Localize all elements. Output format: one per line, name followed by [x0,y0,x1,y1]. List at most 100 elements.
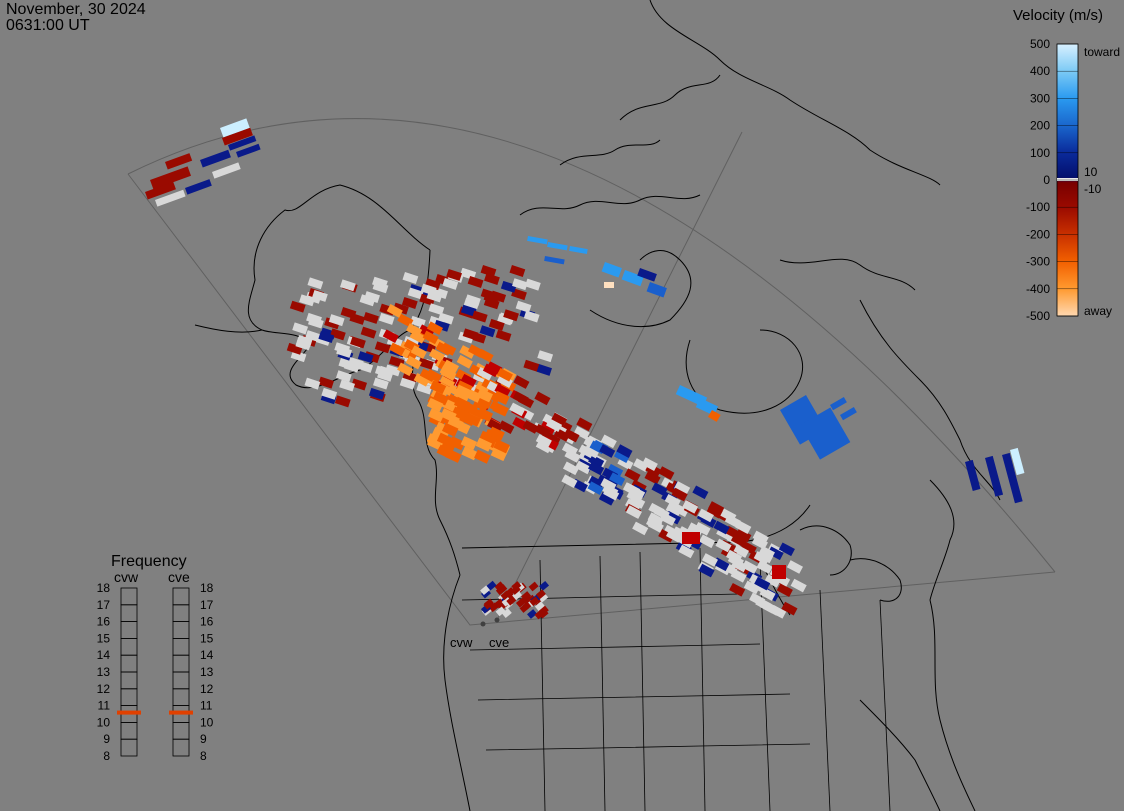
velocity-cell [488,318,505,331]
velocity-cell [664,493,681,508]
velocity-cell [418,357,434,370]
velocity-cell [1009,447,1025,476]
velocity-cell [378,312,395,325]
velocity-cell [495,329,512,342]
velocity-cell [498,420,515,434]
velocity-cell [493,439,510,454]
frequency-cell-cve [172,587,190,606]
velocity-cell [538,608,549,619]
velocity-cell [475,380,492,395]
velocity-cell [435,341,452,356]
velocity-cell [509,402,526,417]
velocity-cell [454,384,472,399]
velocity-cell [698,563,715,578]
velocity-cell [699,534,716,549]
velocity-cell [413,373,430,387]
velocity-cell [360,326,377,339]
velocity-cell [480,288,497,301]
velocity-cell [545,418,563,432]
velocity-cell [495,585,506,596]
velocity-cell [637,268,657,282]
velocity-cell [759,587,776,601]
velocity-cell [185,179,212,195]
velocity-cell [343,360,360,373]
site-marker-cve [494,617,500,623]
velocity-cell [364,291,380,304]
velocity-cell [740,541,757,555]
velocity-cell [528,581,539,592]
velocity-cell [419,368,436,383]
velocity-cell [573,426,590,440]
velocity-cell [321,387,338,400]
velocity-cell [724,514,741,528]
velocity-cell [351,378,368,391]
colorbar-tick: 500 [1030,37,1050,51]
frequency-cell-cve [172,654,190,673]
velocity-cell [289,300,306,313]
colorbar-title: Velocity (m/s) [1013,7,1103,24]
velocity-cell [377,369,393,382]
velocity-cell [349,312,366,325]
velocity-cell [460,304,477,317]
velocity-cell [165,153,193,170]
velocity-cell [405,355,422,370]
velocity-cell [464,412,481,427]
velocity-cell [318,376,334,389]
velocity-cell [519,603,530,613]
velocity-cell [339,379,356,392]
velocity-cell [613,449,631,463]
velocity-cell [564,449,581,463]
velocity-cell [200,149,231,168]
frequency-level-cvw: 17 [97,598,111,612]
velocity-cell [401,297,418,309]
velocity-cell [790,578,807,593]
velocity-cell [576,417,593,432]
velocity-cell [523,359,540,372]
velocity-cell [674,481,691,495]
velocity-cell [781,601,798,616]
velocity-cell [474,449,491,464]
velocity-cell [407,287,424,300]
velocity-cell [588,454,605,469]
velocity-cell [563,428,580,443]
frequency-marker-cve [169,710,193,715]
velocity-cell [754,576,771,591]
velocity-cell [665,502,682,517]
velocity-cell [551,412,568,427]
velocity-cell [658,466,675,480]
velocity-cell [305,330,322,343]
velocity-cell [427,408,445,423]
velocity-cell [522,420,539,434]
velocity-cell [374,341,391,354]
velocity-cell [397,313,414,328]
colorbar-inner-tick-neg10: -10 [1084,182,1102,196]
velocity-cell [432,391,449,406]
velocity-cell [755,597,772,611]
velocity-cell [393,302,409,315]
frequency-radar-cve: cve [168,569,190,585]
velocity-cell [536,363,552,376]
velocity-cell [985,455,1004,497]
velocity-cell [569,246,588,255]
frequency-cell-cvw [120,738,138,757]
velocity-cell [461,446,478,461]
velocity-cell [492,402,509,417]
velocity-cell [561,474,578,488]
frequency-panel: Frequency cvw cve 1817161514131211109818… [97,553,214,763]
velocity-cell [459,345,476,359]
velocity-cell [633,458,650,472]
velocity-cell [625,505,642,519]
velocity-cell [480,585,491,596]
velocity-cell [653,506,670,520]
colorbar-tick: 300 [1030,91,1050,105]
velocity-cell [534,391,551,406]
frequency-cell-cvw [120,671,138,690]
velocity-colorbar: Velocity (m/s) 500 400 300 200 100 0 -100 -200 -… [1013,7,1120,323]
velocity-cell [786,560,803,574]
velocity-cell [462,328,479,341]
colorbar-tick: -300 [1026,255,1050,269]
velocity-cell [511,581,522,591]
velocity-cell [535,589,546,600]
velocity-cell [357,351,374,364]
velocity-cell [487,418,504,433]
